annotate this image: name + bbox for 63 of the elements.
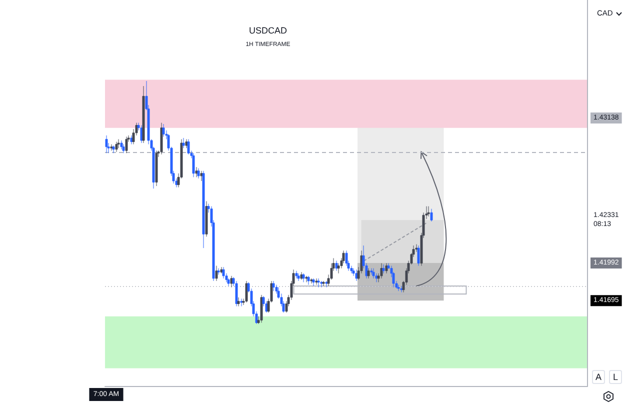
candlestick xyxy=(185,138,188,148)
candlestick xyxy=(310,278,313,284)
candlestick xyxy=(142,86,145,144)
text: USDCAD xyxy=(248,26,288,36)
candlestick xyxy=(195,166,198,178)
candlestick xyxy=(427,206,430,217)
candlestick xyxy=(105,135,108,154)
candlestick xyxy=(430,208,433,222)
candlestick xyxy=(315,278,318,286)
candlestick xyxy=(382,264,385,274)
candlestick xyxy=(125,136,128,154)
candlestick xyxy=(272,280,275,292)
candlestick xyxy=(355,269,358,282)
candlestick xyxy=(325,280,328,288)
candlestick xyxy=(372,268,375,279)
candlestick xyxy=(187,138,190,155)
candlestick xyxy=(302,273,305,282)
candlestick xyxy=(110,144,113,151)
candlestick xyxy=(400,286,403,293)
candlestick xyxy=(300,272,303,280)
candlestick xyxy=(200,170,203,182)
candlestick xyxy=(240,298,243,307)
candlestick xyxy=(160,122,163,155)
candlestick xyxy=(115,141,118,152)
candlestick xyxy=(307,276,310,286)
candlestick xyxy=(297,273,300,282)
candlestick xyxy=(235,280,238,307)
candlestick xyxy=(317,278,320,288)
candlestick xyxy=(335,260,338,272)
letter-button: L xyxy=(609,370,622,384)
candlestick xyxy=(260,294,263,323)
candlestick xyxy=(182,138,185,148)
candlestick xyxy=(312,278,315,286)
candlestick xyxy=(295,270,298,279)
letter-button: A xyxy=(592,370,605,384)
candlestick xyxy=(162,124,165,137)
candlestick xyxy=(122,144,125,154)
candlestick xyxy=(397,284,400,292)
candlestick xyxy=(237,297,240,307)
candlestick xyxy=(367,268,370,279)
candlestick xyxy=(117,138,120,148)
candlestick xyxy=(370,268,373,275)
candlestick xyxy=(140,125,143,144)
candlestick xyxy=(220,266,223,274)
candlestick xyxy=(222,266,225,279)
candlestick xyxy=(120,140,123,150)
candlestick xyxy=(192,152,195,178)
candlestick xyxy=(322,280,325,286)
candlestick xyxy=(417,245,420,266)
candlestick xyxy=(215,266,218,282)
candlestick xyxy=(202,170,205,248)
candlestick xyxy=(130,135,133,145)
candlestick xyxy=(385,262,388,274)
candlestick xyxy=(197,168,200,179)
candlestick xyxy=(305,276,308,282)
candlestick xyxy=(380,262,383,279)
candlestick xyxy=(245,280,248,303)
candlestick xyxy=(230,276,233,288)
candlestick xyxy=(155,150,158,186)
candlestick xyxy=(217,268,220,275)
candlestick xyxy=(320,280,323,288)
candlestick xyxy=(112,145,115,154)
candlestick xyxy=(205,200,208,237)
